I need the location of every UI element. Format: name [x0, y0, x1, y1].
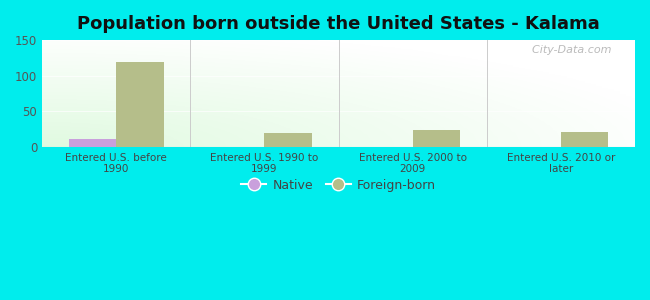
Bar: [69, 139, 116, 147]
Title: Population born outside the United States - Kalama: Population born outside the United State…: [77, 15, 600, 33]
Legend: Native, Foreign-born: Native, Foreign-born: [236, 173, 441, 196]
Bar: [413, 130, 460, 147]
Bar: [116, 62, 164, 147]
Text: City-Data.com: City-Data.com: [525, 46, 611, 56]
Bar: [561, 132, 608, 147]
Bar: [265, 133, 312, 147]
